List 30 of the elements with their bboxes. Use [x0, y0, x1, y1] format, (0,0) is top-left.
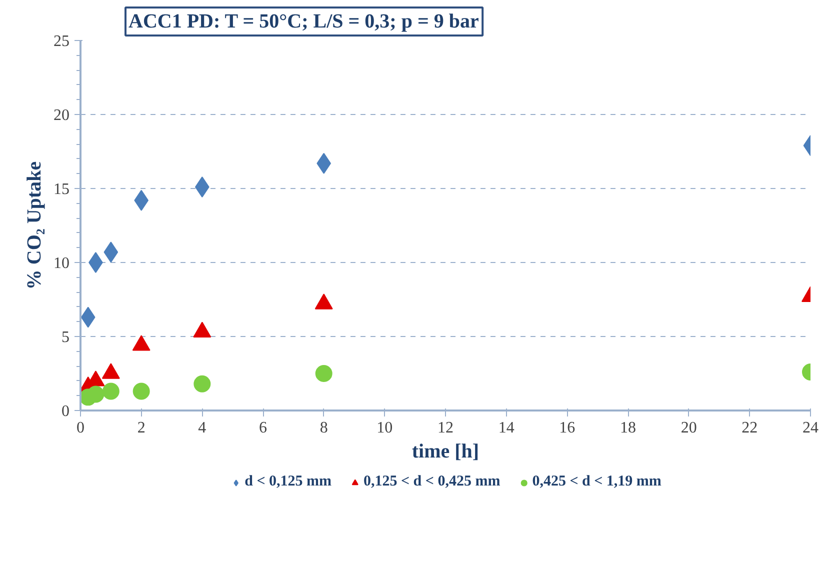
x-tick-label: 6: [259, 420, 267, 436]
legend-label: 0,425 < d < 1,19 mm: [532, 474, 662, 490]
x-tick-label: 14: [498, 420, 514, 436]
chart-title: ACC1 PD: T = 50°C; L/S = 0,3; p = 9 bar: [128, 10, 479, 32]
y-tick-label: 10: [54, 255, 70, 272]
point: [132, 382, 150, 400]
x-tick-label: 22: [742, 420, 758, 436]
y-tick-label: 25: [54, 33, 70, 50]
legend-label: d < 0,125 mm: [244, 474, 332, 490]
point: [87, 386, 104, 403]
y-tick-label: 0: [62, 403, 70, 420]
x-axis-title: time [h]: [412, 440, 480, 462]
legend-label: 0,125 < d < 0,425 mm: [364, 474, 500, 490]
x-tick-label: 20: [680, 420, 697, 436]
y-axis-title: % CO₂ Uptake: [24, 161, 46, 290]
x-tick-label: 18: [620, 420, 636, 436]
x-tick-label: 24: [802, 420, 818, 436]
point: [315, 365, 332, 382]
y-tick-label: 5: [62, 329, 70, 346]
x-tick-label: 2: [137, 420, 146, 436]
x-tick-label: 8: [320, 420, 328, 436]
point: [102, 382, 120, 400]
x-tick-label: 16: [559, 420, 576, 436]
y-tick-label: 15: [54, 181, 70, 198]
x-tick-label: 12: [438, 420, 454, 436]
point: [194, 375, 211, 392]
x-tick-label: 4: [198, 420, 206, 436]
x-tick-label: 10: [376, 420, 393, 436]
x-tick-label: 0: [76, 420, 84, 436]
y-tick-label: 20: [54, 107, 70, 124]
